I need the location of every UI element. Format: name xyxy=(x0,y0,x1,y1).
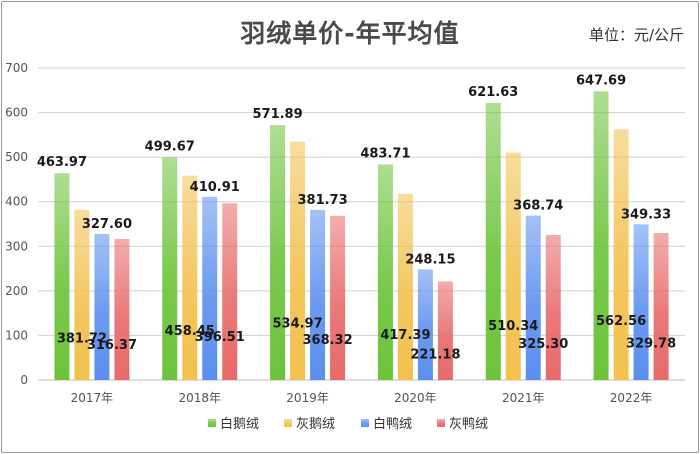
bar xyxy=(290,141,306,380)
y-tick-label: 400 xyxy=(5,195,28,209)
unit-note: 单位：元/公斤 xyxy=(588,26,684,44)
chart-title: 羽绒单价-年平均值 xyxy=(240,19,460,48)
bar xyxy=(545,235,561,380)
bar xyxy=(437,281,453,380)
data-label: 483.71 xyxy=(360,146,410,161)
bar xyxy=(525,215,541,380)
x-tick-label: 2020年 xyxy=(394,391,437,405)
data-label: 621.63 xyxy=(468,85,518,100)
data-label: 410.91 xyxy=(190,180,240,195)
data-label: 647.69 xyxy=(576,73,626,88)
legend-swatch xyxy=(361,419,369,427)
data-label: 562.56 xyxy=(596,314,646,329)
y-tick-label: 0 xyxy=(20,373,28,387)
data-label: 325.30 xyxy=(518,337,568,352)
data-label: 327.60 xyxy=(82,217,132,232)
bar xyxy=(633,224,649,380)
bar xyxy=(485,102,501,380)
data-label: 458.45 xyxy=(165,324,215,339)
bar xyxy=(162,157,178,380)
grid: 0 100 200 300 400 500 600 700 2017年 2018年 2019年 202… xyxy=(5,61,685,405)
bar xyxy=(505,152,521,380)
data-label: 463.97 xyxy=(37,155,87,170)
bar xyxy=(222,203,238,380)
y-tick-label: 100 xyxy=(5,328,28,342)
bar xyxy=(54,173,70,380)
data-label: 349.33 xyxy=(621,207,671,222)
data-labels: 463.97 381.72 327.60 316.37 499.67 458.45 410.… xyxy=(37,73,676,362)
legend-swatch xyxy=(284,419,292,427)
x-tick-label: 2022年 xyxy=(610,391,653,405)
data-label: 499.67 xyxy=(145,139,195,154)
legend-label: 灰鹅绒 xyxy=(296,416,335,432)
bar xyxy=(74,209,90,380)
data-label: 329.78 xyxy=(626,337,676,352)
bar xyxy=(114,238,130,380)
legend: 白鹅绒 灰鹅绒 白鸭绒 灰鸭绒 xyxy=(208,416,488,432)
legend-label: 白鹅绒 xyxy=(220,416,259,432)
bar xyxy=(593,91,609,381)
bar xyxy=(330,215,346,380)
data-label: 534.97 xyxy=(272,317,322,332)
bar xyxy=(182,175,198,380)
data-label: 368.74 xyxy=(513,199,563,214)
data-label: 221.18 xyxy=(410,347,460,362)
y-tick-label: 200 xyxy=(5,284,28,298)
x-tick-label: 2018年 xyxy=(178,391,221,405)
bar xyxy=(397,193,413,380)
legend-label: 白鸭绒 xyxy=(373,416,412,432)
data-label: 571.89 xyxy=(252,107,302,122)
bars xyxy=(54,91,669,381)
data-label: 510.34 xyxy=(488,319,538,334)
data-label: 381.72 xyxy=(57,332,107,347)
bar xyxy=(613,129,629,380)
data-label: 381.73 xyxy=(297,193,347,208)
bar xyxy=(310,209,326,380)
data-label: 248.15 xyxy=(405,252,455,267)
y-tick-label: 500 xyxy=(5,150,28,164)
x-tick-label: 2017年 xyxy=(71,391,114,405)
y-tick-label: 300 xyxy=(5,239,28,253)
legend-swatch xyxy=(437,419,445,427)
data-label: 316.37 xyxy=(87,338,137,353)
x-tick-label: 2019年 xyxy=(286,391,329,405)
y-tick-label: 600 xyxy=(5,106,28,120)
legend-label: 灰鸭绒 xyxy=(449,417,488,432)
bar xyxy=(270,125,286,380)
bar xyxy=(377,164,393,380)
bar xyxy=(202,196,218,380)
data-label: 417.39 xyxy=(380,328,430,343)
data-label: 368.32 xyxy=(302,333,352,348)
bar xyxy=(417,269,433,380)
legend-swatch xyxy=(208,419,216,427)
y-tick-label: 700 xyxy=(5,61,28,75)
x-tick-label: 2021年 xyxy=(502,391,545,405)
bar xyxy=(94,233,110,380)
bar xyxy=(653,233,669,380)
data-label: 396.51 xyxy=(195,330,245,345)
